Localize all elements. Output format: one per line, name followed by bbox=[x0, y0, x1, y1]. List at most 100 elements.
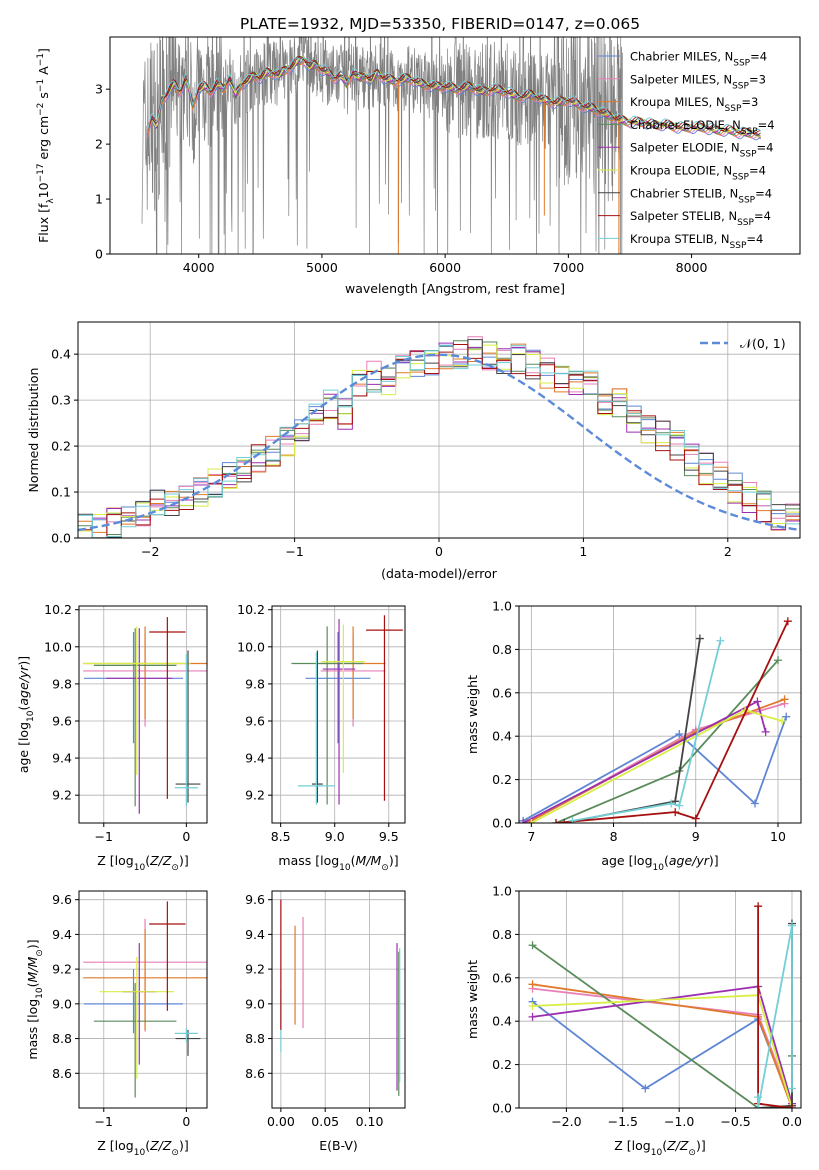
residual-histogram bbox=[78, 344, 800, 538]
mass-weight-point bbox=[754, 1093, 763, 1102]
mass_vs_ebv-plot-area bbox=[280, 899, 401, 1096]
x-tick-label: 2 bbox=[724, 544, 732, 559]
mass-weight-point bbox=[667, 799, 676, 808]
y-tick-label: 9.0 bbox=[245, 996, 265, 1011]
y-tick-label: 8.8 bbox=[52, 1031, 72, 1046]
y-tick-label: 0.4 bbox=[51, 347, 71, 362]
y-tick-label: 9.4 bbox=[52, 751, 72, 766]
residuals-panel: −2 −1 0 1 2 0.0 0.1 0.2 0.3 0.4 (data-model)/error… bbox=[26, 321, 801, 581]
y-tick-label: 10.2 bbox=[237, 602, 265, 617]
y-tick-label: 0.8 bbox=[492, 927, 512, 942]
y-tick-label: 9.8 bbox=[52, 676, 72, 691]
x-tick-label: 8000 bbox=[676, 260, 708, 275]
mass-weight-line bbox=[532, 983, 793, 1108]
y-tick-label: 0 bbox=[95, 247, 103, 262]
y-tick-label: 0.8 bbox=[492, 642, 512, 657]
y-tick-label: 9.4 bbox=[245, 751, 265, 766]
weight_vs_age-panel: 7 8 9 10 0.0 0.2 0.4 0.6 0.8 1.0 age [log10(age/yr… bbox=[465, 599, 802, 873]
weight_vs_z-panel: −2.0 −1.5 −1.0 −0.5 0.0 0.0 0.2 0.4 0.6 0.8 1.0 Z [… bbox=[465, 884, 802, 1159]
axes-frame bbox=[78, 605, 208, 824]
y-tick-label: 9.6 bbox=[245, 713, 265, 728]
mass-weight-point bbox=[761, 727, 770, 736]
y-tick-label: 9.6 bbox=[52, 713, 72, 728]
x-tick-label: −1 bbox=[95, 829, 113, 844]
axes-frame bbox=[78, 890, 208, 1109]
x-tick-label: 7 bbox=[527, 829, 535, 844]
mass-weight-line bbox=[531, 1000, 793, 1107]
mass-weight-point bbox=[716, 636, 725, 645]
x-tick-label: −0.5 bbox=[720, 1114, 750, 1129]
x-tick-label: 9.0 bbox=[325, 829, 345, 844]
mass-weight-point bbox=[528, 980, 537, 989]
y-tick-label: 0.2 bbox=[51, 439, 71, 454]
legend-entry: Kroupa ELODIE, NSSP=4 bbox=[630, 164, 766, 183]
x-axis-label: Z [log10(Z/Z⊙)] bbox=[97, 1138, 188, 1158]
legend-entry: Chabrier MILES, NSSP=4 bbox=[630, 50, 767, 69]
mass-weight-point bbox=[750, 799, 759, 808]
spectrum-legend: Chabrier MILES, NSSP=4 Salpeter MILES, NS… bbox=[598, 50, 775, 251]
y-tick-label: 9.2 bbox=[245, 788, 265, 803]
mass-weight-point bbox=[695, 634, 704, 643]
x-tick-label: −2.0 bbox=[551, 1114, 581, 1129]
x-tick-label: −2 bbox=[141, 544, 159, 559]
y-tick-label: 0.0 bbox=[51, 531, 71, 546]
y-tick-label: 9.8 bbox=[245, 676, 265, 691]
y-tick-label: 0.4 bbox=[492, 1014, 512, 1029]
mass-weight-point bbox=[568, 816, 577, 823]
mass-weight-line bbox=[531, 944, 793, 1108]
y-tick-label: 9.2 bbox=[52, 788, 72, 803]
y-axis-label: mass weight bbox=[465, 675, 480, 754]
mass-weight-point bbox=[787, 1084, 796, 1093]
y-tick-label: 2 bbox=[95, 137, 103, 152]
x-tick-label: 8.5 bbox=[271, 829, 291, 844]
y-tick-label: 8.6 bbox=[245, 1066, 265, 1081]
x-tick-label: 9 bbox=[692, 829, 700, 844]
x-tick-label: −1 bbox=[95, 1114, 113, 1129]
age_vs_z-panel: −1 0 9.2 9.4 9.6 9.8 10.0 10.2 Z [log10(Z/Z⊙)] ag… bbox=[16, 602, 208, 873]
x-tick-label: −1 bbox=[285, 544, 303, 559]
mass-weight-line bbox=[522, 716, 788, 822]
mass-weight-point bbox=[675, 730, 684, 739]
residual-histogram bbox=[78, 344, 800, 538]
y-tick-label: 0.3 bbox=[51, 393, 71, 408]
mass-weight-point bbox=[519, 819, 528, 823]
mass-weight-point bbox=[778, 717, 787, 726]
x-tick-label: −1.5 bbox=[608, 1114, 638, 1129]
y-tick-label: 8.8 bbox=[245, 1031, 265, 1046]
y-tick-label: 9.4 bbox=[52, 927, 72, 942]
x-axis-label: age [log10(age/yr)] bbox=[601, 853, 718, 873]
mass-weight-line bbox=[572, 640, 722, 822]
x-axis-label: mass [log10(M/M⊙)] bbox=[278, 853, 398, 873]
figure-title: PLATE=1932, MJD=53350, FIBERID=0147, z=0… bbox=[240, 15, 640, 33]
y-tick-label: 0.6 bbox=[492, 685, 512, 700]
y-tick-label: 1.0 bbox=[492, 884, 512, 899]
y-axis-label: Flux [fλ10−17 erg cm−2 s−1 A−1] bbox=[36, 48, 56, 243]
mass-weight-point bbox=[754, 1104, 763, 1108]
x-axis-label: E(B-V) bbox=[319, 1138, 358, 1153]
mass-weight-point bbox=[787, 921, 796, 930]
x-tick-label: 10 bbox=[770, 829, 786, 844]
y-tick-label: 1.0 bbox=[492, 599, 512, 614]
residual-histogram bbox=[78, 342, 800, 538]
model-fit-line bbox=[146, 57, 761, 134]
mass-weight-point bbox=[528, 1002, 537, 1011]
y-tick-label: 3 bbox=[95, 82, 103, 97]
x-axis-label: Z [log10(Z/Z⊙)] bbox=[97, 853, 188, 873]
x-tick-label: 6000 bbox=[429, 260, 461, 275]
mass-weight-point bbox=[528, 1012, 537, 1021]
axes-frame bbox=[518, 605, 802, 824]
x-axis-label: Z [log10(Z/Z⊙)] bbox=[614, 1138, 705, 1158]
mass-weight-point bbox=[527, 819, 536, 823]
legend-entry: Kroupa STELIB, NSSP=4 bbox=[630, 232, 763, 251]
y-tick-label: 0.4 bbox=[492, 729, 512, 744]
weight_vs_age-plot-area bbox=[519, 617, 792, 823]
y-tick-label: 0.0 bbox=[492, 816, 512, 831]
mass-weight-line bbox=[555, 620, 789, 823]
y-tick-label: 0.1 bbox=[51, 485, 71, 500]
residual-histogram bbox=[78, 343, 800, 538]
y-axis-label: mass [log10(M/M⊙)] bbox=[25, 939, 45, 1059]
mass-weight-point bbox=[782, 712, 791, 721]
x-tick-label: 0.10 bbox=[356, 1114, 384, 1129]
